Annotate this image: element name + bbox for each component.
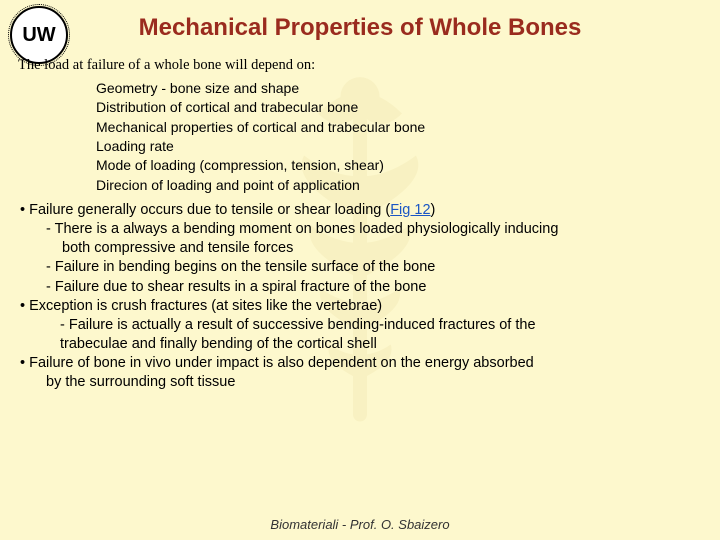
slide-body: The load at failure of a whole bone will… [0,42,720,392]
factor-line: Loading rate [96,137,702,156]
bullet-line: • Failure generally occurs due to tensil… [20,201,702,220]
bullet-line: - Failure is actually a result of succes… [20,316,702,335]
bullet-line: • Failure of bone in vivo under impact i… [20,354,702,373]
factor-line: Mechanical properties of cortical and tr… [96,118,702,137]
bullet-line: both compressive and tensile forces [20,239,702,258]
bullet-line: - Failure due to shear results in a spir… [20,278,702,297]
bullets-list: • Failure generally occurs due to tensil… [18,201,702,392]
bullet-line: • Exception is crush fractures (at sites… [20,297,702,316]
bullet-line: trabeculae and finally bending of the co… [20,335,702,354]
bullet-text-post: ) [431,202,436,218]
factor-line: Direcion of loading and point of applica… [96,176,702,195]
bullet-line: - Failure in bending begins on the tensi… [20,258,702,277]
intro-line: The load at failure of a whole bone will… [18,56,702,75]
bullet-text-pre: • Failure generally occurs due to tensil… [20,202,390,218]
factor-line: Geometry - bone size and shape [96,79,702,98]
figure-link[interactable]: Fig 12 [390,202,430,218]
factors-list: Geometry - bone size and shape Distribut… [18,75,702,201]
factor-line: Mode of loading (compression, tension, s… [96,156,702,175]
bullet-line: by the surrounding soft tissue [20,373,702,392]
factor-line: Distribution of cortical and trabecular … [96,98,702,117]
bullet-line: - There is a always a bending moment on … [20,220,702,239]
slide-footer: Biomateriali - Prof. O. Sbaizero [0,517,720,532]
slide-title: Mechanical Properties of Whole Bones [0,0,720,42]
